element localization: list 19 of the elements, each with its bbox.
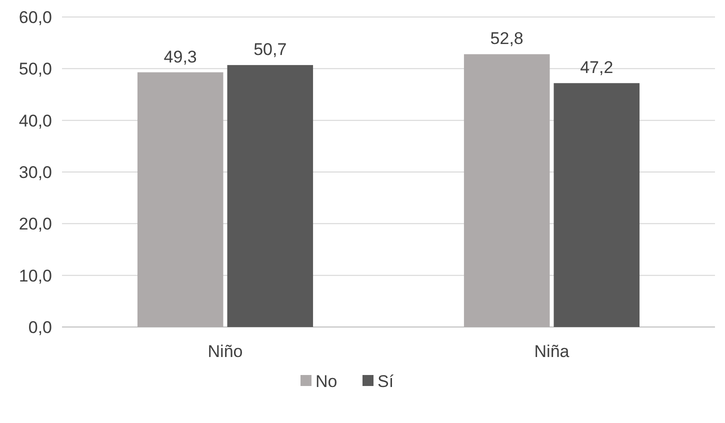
data-label: 50,7 — [254, 40, 287, 60]
y-tick-label: 0,0 — [28, 318, 52, 337]
data-label: 52,8 — [490, 29, 524, 48]
y-tick-label: 60,0 — [18, 8, 52, 27]
legend-label: Sí — [378, 372, 394, 391]
y-tick-label: 10,0 — [18, 266, 52, 286]
legend-label: No — [316, 372, 338, 391]
bar — [464, 54, 550, 327]
x-tick-label: Niño — [208, 342, 243, 361]
data-label: 47,2 — [580, 58, 614, 78]
bar — [137, 72, 224, 327]
bar — [227, 65, 314, 327]
x-tick-label: Niña — [534, 342, 570, 361]
y-tick-label: 20,0 — [18, 214, 52, 234]
bar — [554, 83, 640, 327]
y-tick-label: 40,0 — [18, 111, 52, 130]
y-tick-label: 30,0 — [18, 162, 52, 182]
y-tick-label: 50,0 — [18, 60, 52, 79]
data-label: 49,3 — [164, 47, 197, 66]
